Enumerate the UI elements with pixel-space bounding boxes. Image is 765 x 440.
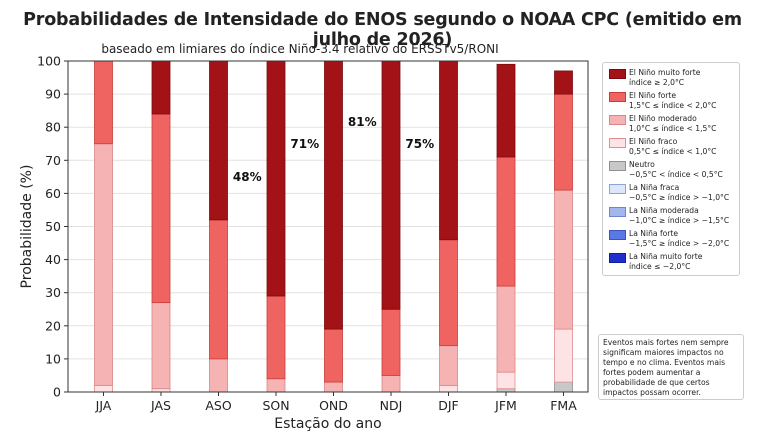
bar-segment — [324, 328, 343, 383]
y-tick-label: 100 — [37, 54, 61, 69]
legend-swatch — [609, 230, 626, 240]
y-tick-label: 90 — [45, 87, 61, 102]
bar-segment — [266, 378, 286, 393]
legend-swatch — [609, 184, 626, 194]
y-tick-label: 40 — [45, 252, 61, 267]
x-tick-label: JAS — [150, 398, 171, 413]
x-axis-label: Estação do ano — [274, 416, 381, 432]
y-tick-label: 20 — [45, 318, 61, 333]
chart-subtitle: baseado em limiares do índice Niño-3.4 r… — [101, 42, 499, 56]
bar-segment — [554, 189, 573, 330]
annotation-label: 75% — [405, 137, 434, 151]
legend-label: Neutro −0,5°C < índice < 0,5°C — [629, 160, 723, 179]
bar-segment — [439, 60, 458, 241]
legend-swatch — [609, 138, 626, 148]
annotation-label: 81% — [348, 115, 377, 129]
x-tick-label: OND — [319, 398, 348, 413]
x-tick-label: ASO — [205, 398, 231, 413]
legend-label: El Niño muito forte índice ≥ 2,0°C — [629, 68, 701, 87]
impact-note: Eventos mais fortes nem sempre significa… — [598, 334, 744, 400]
y-tick-label: 70 — [45, 153, 61, 168]
annotation-label: 71% — [290, 137, 319, 151]
y-tick-label: 60 — [45, 186, 61, 201]
bar-segment — [151, 302, 171, 390]
bar-segment — [324, 381, 343, 393]
legend-label: La Niña forte −1,5°C ≥ índice > −2,0°C — [629, 229, 730, 248]
bar-segment — [324, 60, 343, 330]
legend-swatch — [609, 92, 626, 102]
x-tick-label: JFM — [494, 398, 517, 413]
bar-segment — [151, 113, 171, 304]
bar-segment — [381, 60, 401, 310]
y-tick-label: 80 — [45, 120, 61, 135]
legend-swatch — [609, 115, 626, 125]
legend-label: El Niño forte 1,5°C ≤ índice < 2,0°C — [629, 91, 717, 110]
chart-title: Probabilidades de Intensidade do ENOS se… — [23, 10, 742, 50]
legend-label: La Niña moderada −1,0°C ≥ índice > −1,5°C — [629, 206, 730, 225]
x-tick-label: FMA — [550, 398, 577, 413]
bar-segment — [381, 308, 401, 376]
bar-segment — [209, 60, 228, 221]
bar-segment — [439, 239, 458, 347]
bar-segment — [554, 381, 573, 393]
x-tick-label: DJF — [438, 398, 459, 413]
bar-segment — [266, 295, 286, 380]
bar-segment — [496, 156, 516, 287]
y-tick-label: 30 — [45, 285, 61, 300]
legend-swatch — [609, 207, 626, 217]
legend-label: La Niña muito forte índice ≤ −2,0°C — [629, 252, 703, 271]
bar-segment — [496, 285, 516, 373]
bar-segment — [94, 60, 113, 145]
bar-segment — [209, 358, 228, 393]
x-tick-label: SON — [262, 398, 289, 413]
legend-label: El Niño fraco 0,5°C ≤ índice < 1,0°C — [629, 137, 717, 156]
legend-swatch — [609, 253, 626, 263]
bar-segment — [266, 60, 286, 297]
y-tick-label: 10 — [45, 351, 61, 366]
y-tick-label: 50 — [45, 219, 61, 234]
bar-segment — [554, 328, 573, 383]
bar-segment — [151, 60, 171, 115]
legend-label: La Niña fraca −0,5°C ≥ índice > −1,0°C — [629, 183, 730, 202]
legend-label: El Niño moderado 1,0°C ≤ índice < 1,5°C — [629, 114, 717, 133]
x-tick-label: NDJ — [380, 398, 403, 413]
legend-swatch — [609, 69, 626, 79]
bar-segment — [381, 375, 401, 393]
bar-segment — [554, 70, 573, 95]
bar-segment — [554, 93, 573, 191]
bar-segment — [439, 345, 458, 386]
bar-segment — [439, 384, 458, 393]
y-axis-label: Probabilidade (%) — [19, 165, 35, 289]
y-tick-label: 0 — [53, 385, 61, 400]
plot-frame — [67, 60, 589, 393]
x-tick-label: JJA — [95, 398, 112, 413]
bar-segment — [496, 63, 516, 158]
bar-segment — [94, 143, 113, 386]
bar-segment — [94, 384, 113, 393]
legend: El Niño muito forte índice ≥ 2,0°C El Niño… — [602, 62, 740, 276]
bar-segment — [209, 219, 228, 360]
bar-segment — [496, 371, 516, 390]
annotation-label: 48% — [233, 170, 262, 184]
legend-swatch — [609, 161, 626, 171]
